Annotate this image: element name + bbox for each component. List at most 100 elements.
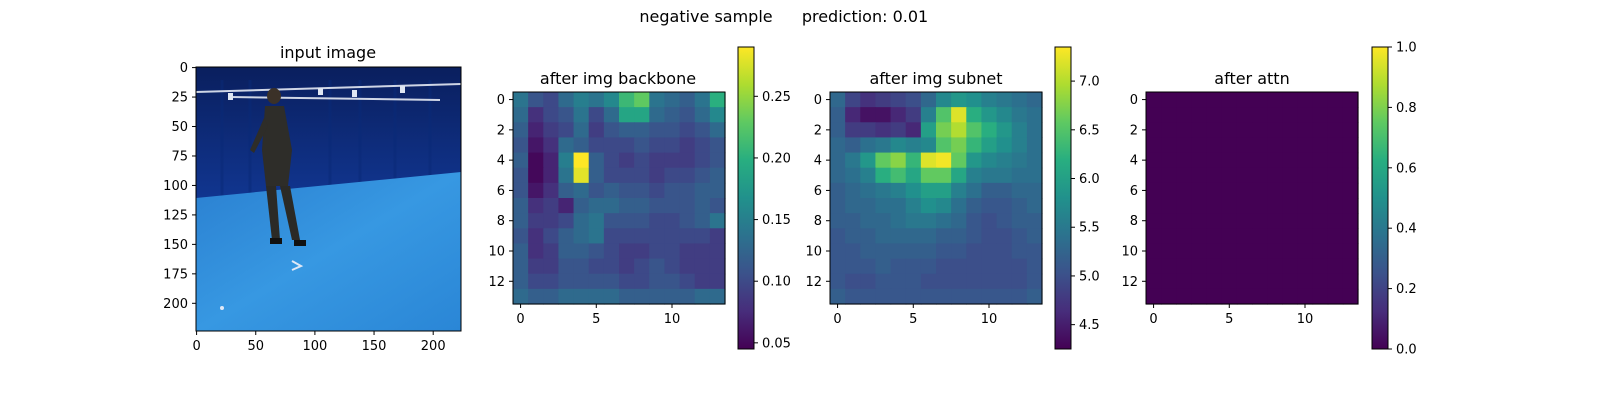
heatmap-cell <box>664 213 681 229</box>
heatmap-cell <box>1236 228 1253 245</box>
heatmap-cell <box>996 228 1013 245</box>
colorbar-tick-label: 1.0 <box>1396 41 1417 56</box>
heatmap-cell <box>1282 213 1299 229</box>
heatmap-cell <box>845 167 861 184</box>
heatmap-cell <box>528 107 544 123</box>
heatmap-cell <box>1146 92 1162 108</box>
heatmap-cell <box>830 122 846 139</box>
heatmap-cell <box>860 258 877 275</box>
heatmap-cell <box>875 137 892 154</box>
heatmap-cell <box>1026 137 1043 154</box>
heatmap-cell <box>860 228 877 245</box>
heatmap-cell <box>634 137 650 154</box>
heatmap-cell <box>981 213 998 229</box>
heatmap-cell <box>1267 288 1283 305</box>
heatmap-cell <box>603 182 620 199</box>
heatmap-cell <box>513 167 529 184</box>
heatmap-cell <box>830 228 846 245</box>
heatmap-cell <box>1282 92 1299 108</box>
heatmap-cell <box>603 213 620 229</box>
heatmap-cell <box>1297 92 1314 108</box>
heatmap-cell <box>981 92 998 108</box>
heatmap-cell <box>694 213 711 229</box>
heatmap-cell <box>513 122 529 139</box>
heatmap-cell <box>588 122 605 139</box>
heatmap-cell <box>920 273 937 290</box>
colorbar-tick-label: 0.15 <box>762 213 791 228</box>
heatmap-cell <box>1312 258 1329 275</box>
heatmap-cell <box>694 167 711 184</box>
heatmap-cell <box>966 198 983 214</box>
heatmap-cell <box>1191 152 1208 169</box>
heatmap-cell <box>905 198 922 214</box>
heatmap-cell <box>1011 182 1028 199</box>
heatmap-cell <box>1312 213 1329 229</box>
heatmap-cell <box>619 152 635 169</box>
colorbar-tick-label: 0.4 <box>1396 222 1417 237</box>
heatmap-cell <box>634 92 650 108</box>
heatmap-cell <box>649 243 666 260</box>
heatmap-cell <box>966 288 983 305</box>
heatmap-cell <box>543 228 560 245</box>
heatmap-cell <box>1221 167 1238 184</box>
heatmap-cell <box>679 167 696 184</box>
heatmap-cell <box>860 182 877 199</box>
x-tick-label: 0 <box>516 312 524 327</box>
heatmap-cell <box>981 258 998 275</box>
x-tick-label: 100 <box>302 339 327 354</box>
heatmap-cell <box>1282 228 1299 245</box>
heatmap-cell <box>1206 92 1223 108</box>
heatmap-cell <box>603 122 620 139</box>
heatmap-cell <box>1176 258 1193 275</box>
heatmap-cell <box>905 122 922 139</box>
heatmap-cell <box>573 228 590 245</box>
heatmap-cell <box>709 92 726 108</box>
heatmap-cell <box>1191 107 1208 123</box>
heatmap-cell <box>1146 288 1162 305</box>
heatmap-cell <box>1267 107 1283 123</box>
heatmap-cell <box>513 137 529 154</box>
heatmap-cell <box>694 258 711 275</box>
heatmap-cell <box>694 137 711 154</box>
heatmap-cell <box>528 198 544 214</box>
colorbar-ticks: 4.5 5.0 5.5 6.0 6.5 7.0 <box>1071 75 1100 333</box>
heatmap-cell <box>1342 92 1359 108</box>
heatmap-cell <box>558 107 575 123</box>
heatmap-cell <box>1191 213 1208 229</box>
heatmap-cell <box>634 167 650 184</box>
heatmap-cell <box>634 107 650 123</box>
heatmap-cell <box>1236 273 1253 290</box>
heatmap-cell <box>588 107 605 123</box>
heatmap-cell <box>845 258 861 275</box>
heatmap-cell <box>875 92 892 108</box>
heatmap-cell <box>1282 137 1299 154</box>
colorbar-ticks: 0.0 0.2 0.4 0.6 0.8 1.0 <box>1388 41 1417 358</box>
heatmap-cell <box>679 228 696 245</box>
heatmap-cell <box>1252 167 1268 184</box>
heatmap-cell <box>1282 288 1299 305</box>
heatmap-cell <box>981 288 998 305</box>
heatmap-cell <box>1026 182 1043 199</box>
heatmap-cell <box>619 122 635 139</box>
heatmap-cell <box>890 137 907 154</box>
colorbar-frame <box>737 46 755 350</box>
heatmap-cell <box>936 228 952 245</box>
heatmap-cell <box>1342 152 1359 169</box>
heatmap-cell <box>558 258 575 275</box>
heatmap-cell <box>890 152 907 169</box>
heatmap-cell <box>619 92 635 108</box>
heatmap-cell <box>1026 122 1043 139</box>
heatmap-cell <box>1191 288 1208 305</box>
heatmap-cell <box>634 152 650 169</box>
y-tick-label: 175 <box>163 267 188 282</box>
heatmap-cell <box>1146 107 1162 123</box>
heatmap-cell <box>558 122 575 139</box>
heatmap-cell <box>543 137 560 154</box>
colorbar-tick-label: 4.5 <box>1079 318 1100 333</box>
heatmap-cell <box>1236 198 1253 214</box>
heatmap-cell <box>1221 258 1238 275</box>
heatmap-cell <box>951 228 967 245</box>
heatmap-cell <box>920 288 937 305</box>
heatmap-cell <box>1221 228 1238 245</box>
colorbar-tick-label: 5.0 <box>1079 269 1100 284</box>
